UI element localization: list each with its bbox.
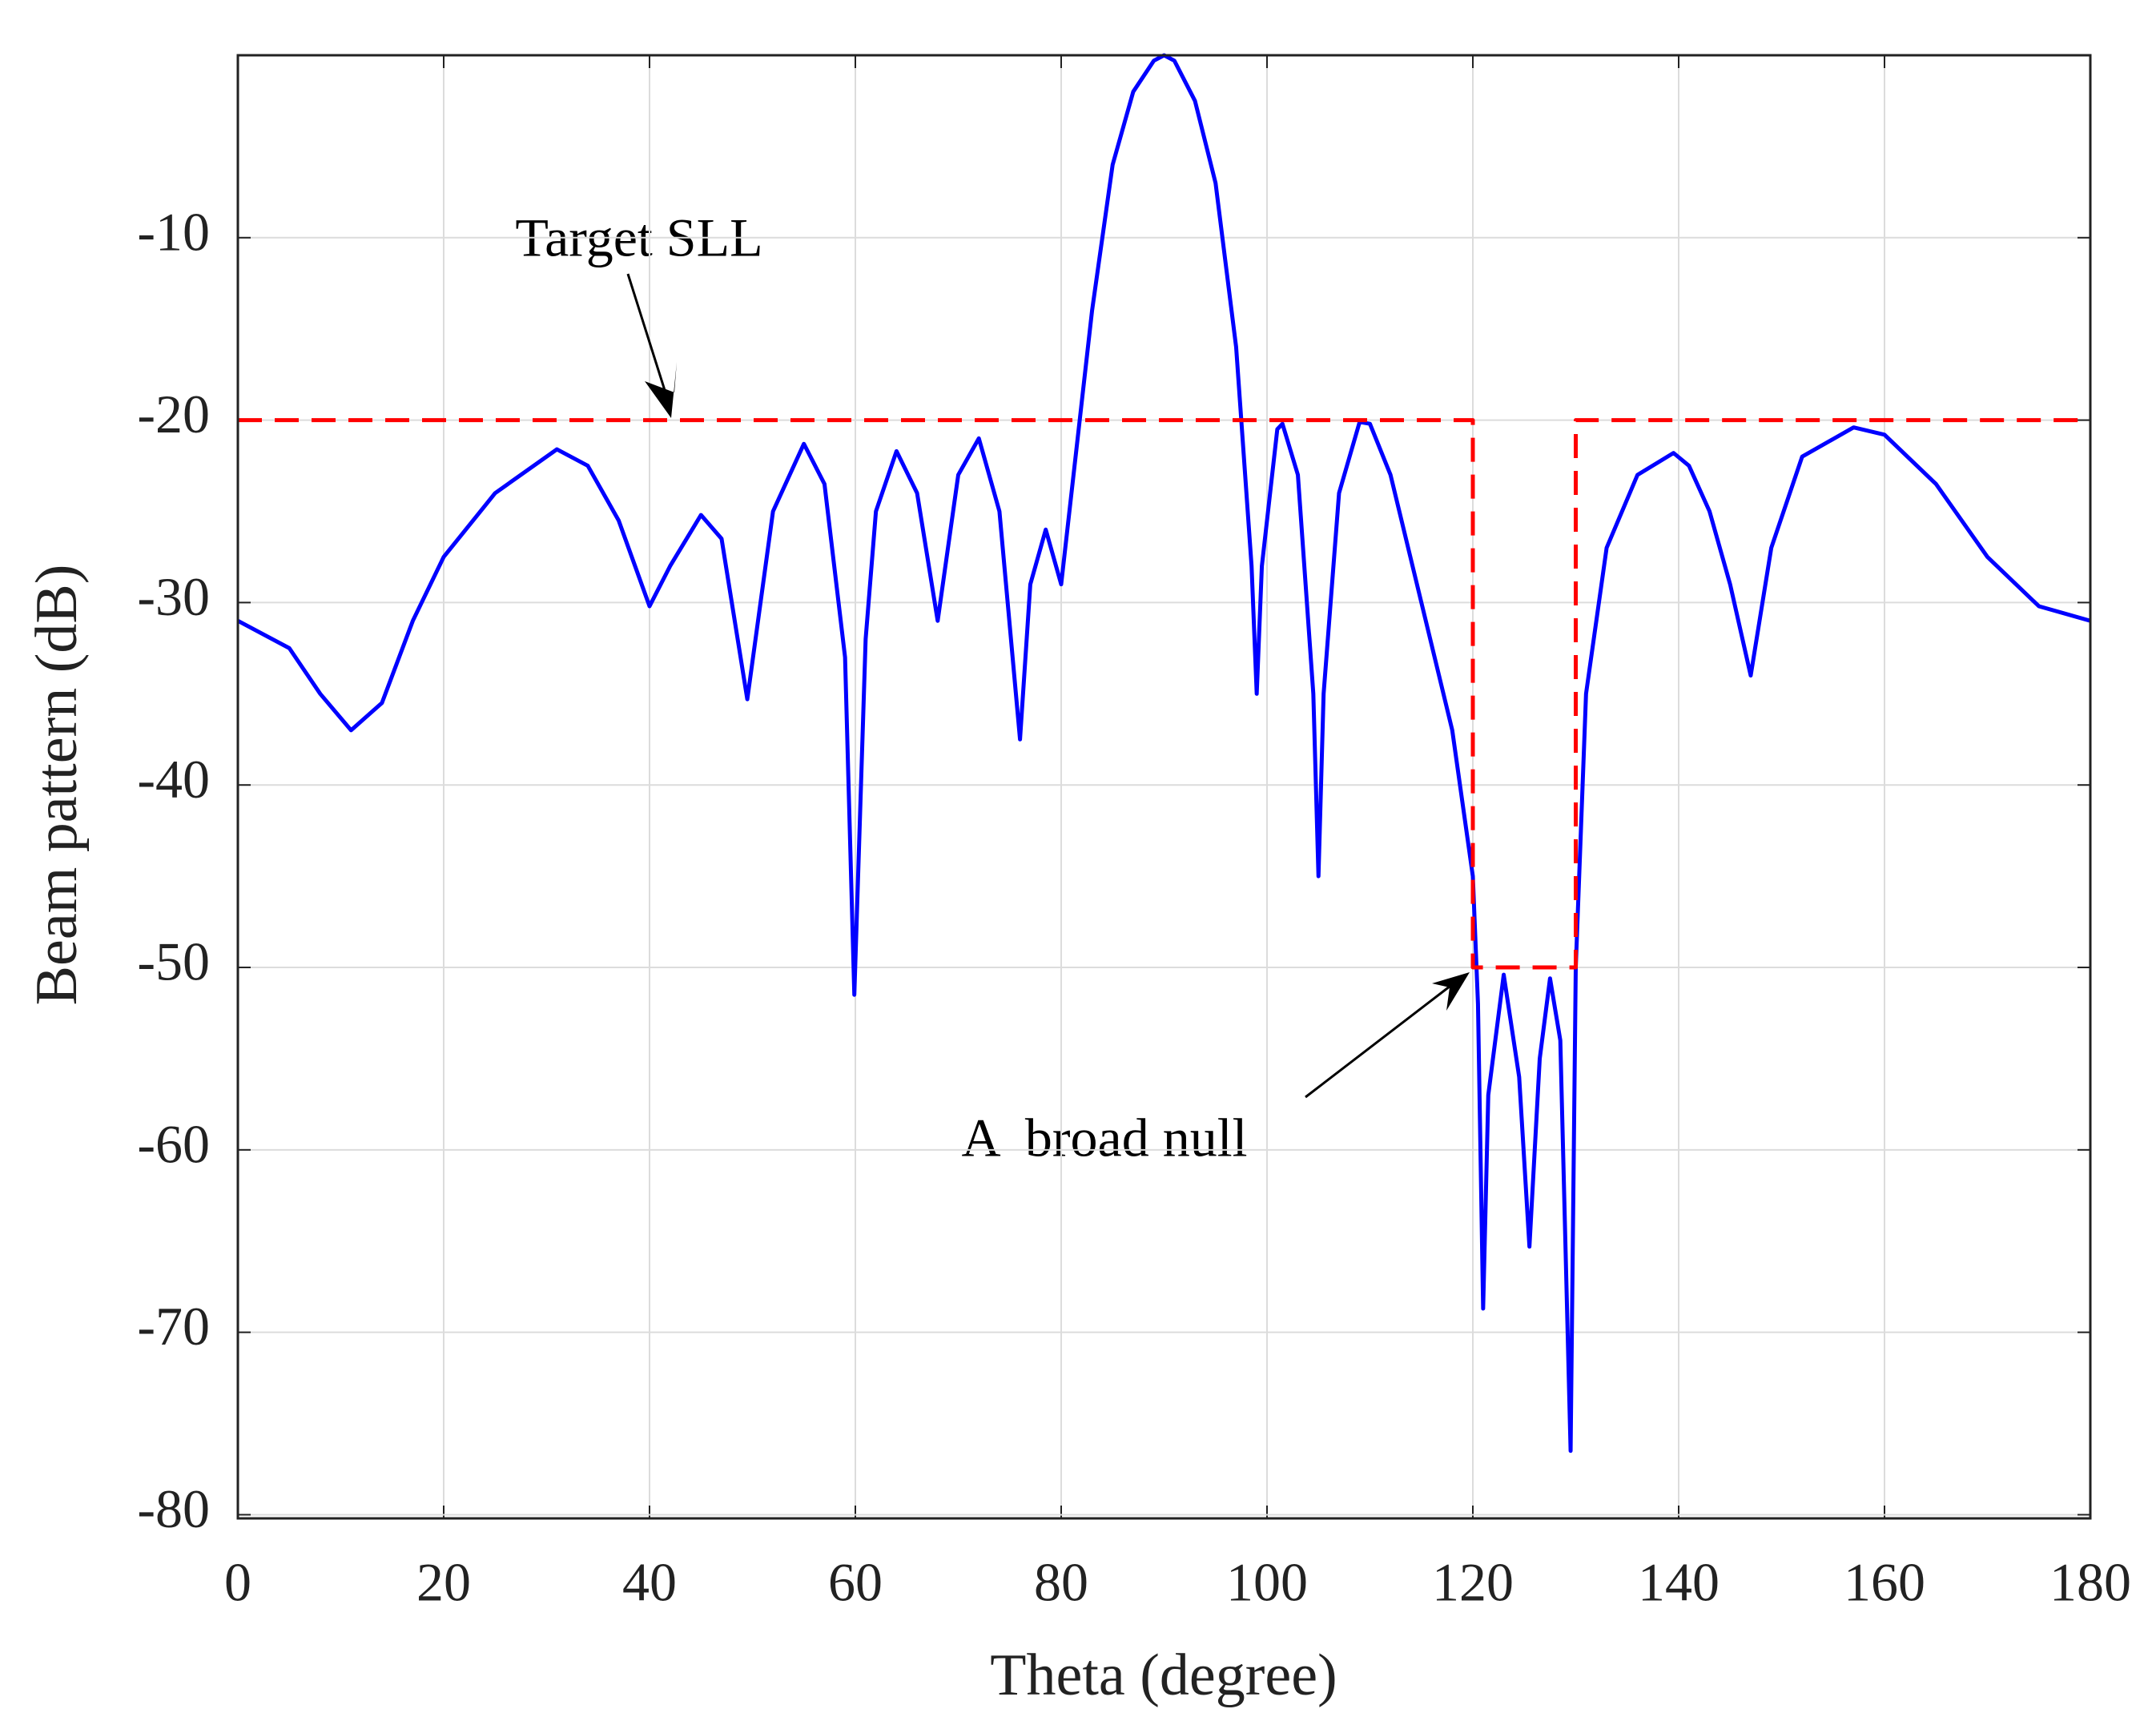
arrow: [626, 273, 670, 401]
mask-line: [238, 418, 2090, 970]
y-tick-label: -20: [137, 384, 210, 444]
x-tick-label: 80: [1034, 1552, 1088, 1613]
y-tick-label: -80: [137, 1478, 210, 1539]
data-line: [238, 53, 2090, 1454]
y-tick-label: -70: [137, 1296, 210, 1357]
y-tick-label: -30: [137, 566, 210, 627]
y-tick-label: -40: [137, 749, 210, 810]
arrowhead: [645, 362, 677, 418]
x-tick-label: 0: [224, 1552, 251, 1613]
x-axis-label: Theta (degree): [990, 1643, 1337, 1708]
x-tick-label: 40: [622, 1552, 677, 1613]
annotation: A broad null: [962, 1108, 1248, 1168]
x-tick-label: 60: [828, 1552, 883, 1613]
arrow: [1305, 982, 1454, 1099]
x-tick-label: 160: [1844, 1552, 1925, 1613]
plot-frame: [236, 54, 2092, 1520]
x-tick-label: 140: [1638, 1552, 1720, 1613]
arrowhead: [1432, 972, 1470, 1011]
x-tick-label: 120: [1432, 1552, 1514, 1613]
y-tick-label: -50: [137, 931, 210, 992]
x-tick-label: 100: [1226, 1552, 1308, 1613]
y-axis-label: Beam pattern (dB): [24, 565, 90, 1006]
y-tick-label: -60: [137, 1113, 210, 1174]
x-tick-label: 180: [2049, 1552, 2131, 1613]
y-tick-label: -10: [137, 201, 210, 262]
x-tick-label: 20: [416, 1552, 471, 1613]
